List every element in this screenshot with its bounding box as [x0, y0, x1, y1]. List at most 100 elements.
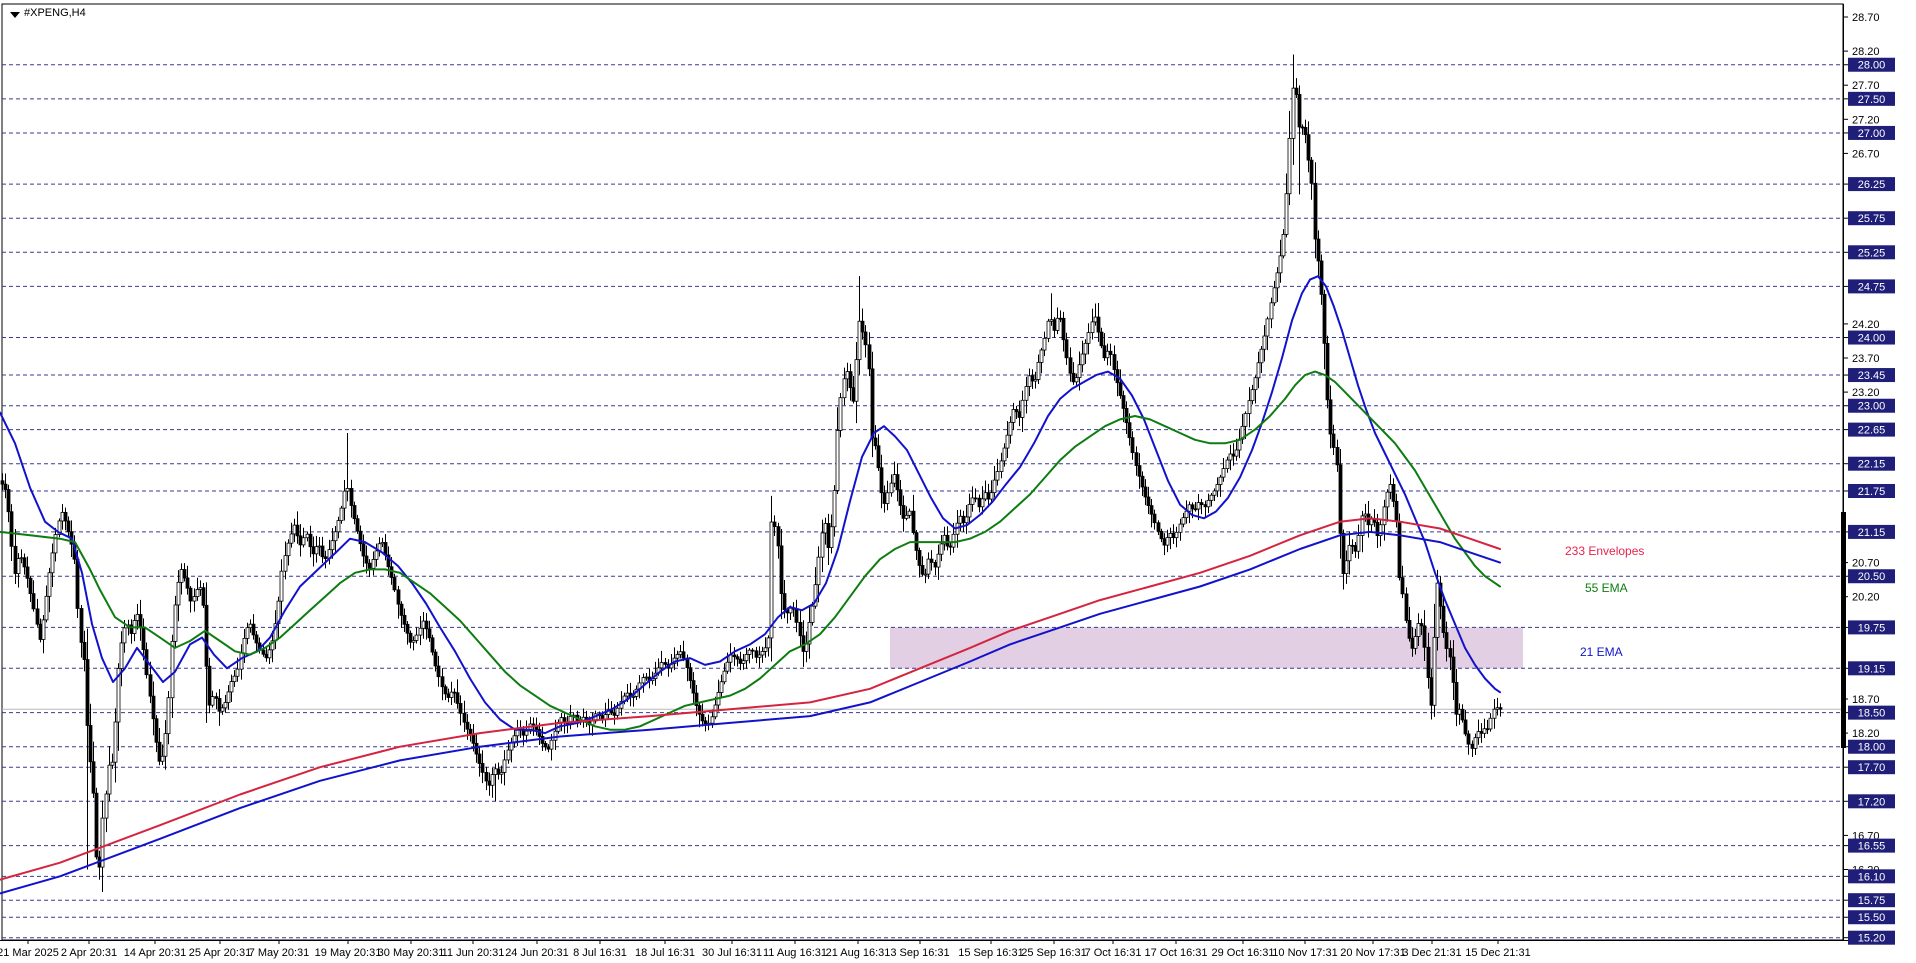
y-axis-level-box[interactable]	[1848, 279, 1895, 294]
x-axis-date-label[interactable]: 21 Aug 16:31	[826, 947, 891, 959]
y-axis-level-label-16.55[interactable]: 16.55	[1858, 841, 1886, 853]
x-axis-date-label[interactable]: 30 May 20:31	[378, 947, 445, 959]
y-axis-level-box[interactable]	[1848, 910, 1895, 925]
y-axis-level-label-27[interactable]: 27.00	[1858, 128, 1886, 140]
price-axis-scroll-marker[interactable]	[1841, 512, 1846, 748]
y-axis-level-box[interactable]	[1848, 456, 1895, 471]
candle-bear	[794, 608, 799, 623]
y-axis-label-26.7[interactable]: 26.70	[1852, 148, 1880, 160]
x-axis-date-label[interactable]: 2 Apr 20:31	[61, 947, 117, 959]
candle-bull	[286, 542, 291, 557]
candle-bear	[91, 761, 96, 794]
x-axis-date-label[interactable]: 20 Nov 17:31	[1340, 947, 1405, 959]
y-axis-level-label-27.5[interactable]: 27.50	[1858, 94, 1886, 106]
y-axis-label-23.7[interactable]: 23.70	[1852, 353, 1880, 365]
y-axis-level-label-26.25[interactable]: 26.25	[1858, 179, 1886, 191]
y-axis-level-box[interactable]	[1848, 398, 1895, 413]
x-axis-date-label[interactable]: 15 Dec 21:31	[1465, 947, 1530, 959]
x-axis-date-label[interactable]: 17 Oct 16:31	[1145, 947, 1208, 959]
y-axis-level-box[interactable]	[1848, 739, 1895, 754]
x-axis-date-label[interactable]: 7 Oct 16:31	[1085, 947, 1142, 959]
x-axis-date-label[interactable]: 3 Dec 21:31	[1402, 947, 1461, 959]
y-axis-label-20.7[interactable]: 20.70	[1852, 558, 1880, 570]
y-axis-level-box[interactable]	[1848, 125, 1895, 140]
y-axis-level-box[interactable]	[1848, 869, 1895, 884]
y-axis-level-box[interactable]	[1848, 524, 1895, 539]
y-axis-level-box[interactable]	[1848, 569, 1895, 584]
y-axis-level-box[interactable]	[1848, 661, 1895, 676]
y-axis-level-box[interactable]	[1848, 211, 1895, 226]
x-axis-date-label[interactable]: 7 May 20:31	[249, 947, 310, 959]
y-axis-level-box[interactable]	[1848, 368, 1895, 383]
y-axis-label-28.7[interactable]: 28.70	[1852, 12, 1880, 24]
y-axis-level-box[interactable]	[1848, 177, 1895, 192]
y-axis-level-label-28[interactable]: 28.00	[1858, 60, 1886, 72]
y-axis-level-box[interactable]	[1848, 794, 1895, 809]
y-axis-level-label-18[interactable]: 18.00	[1858, 742, 1886, 754]
y-axis-label-18.2[interactable]: 18.20	[1852, 728, 1880, 740]
x-axis-date-label[interactable]: 3 Sep 16:31	[890, 947, 949, 959]
x-axis-date-label[interactable]: 11 Aug 16:31	[763, 947, 827, 959]
x-axis-date-label[interactable]: 10 Nov 17:31	[1272, 947, 1337, 959]
y-axis-label-27.2[interactable]: 27.20	[1852, 114, 1880, 126]
y-axis-level-label-20.5[interactable]: 20.50	[1858, 571, 1886, 583]
y-axis-level-label-18.5[interactable]: 18.50	[1858, 708, 1886, 720]
y-axis-level-box[interactable]	[1848, 91, 1895, 106]
x-axis-date-label[interactable]: 25 Sep 16:31	[1021, 947, 1086, 959]
y-axis-level-label-21.75[interactable]: 21.75	[1858, 486, 1886, 498]
y-axis-level-box[interactable]	[1848, 330, 1895, 345]
x-axis-date-label[interactable]: 25 Apr 20:31	[189, 947, 251, 959]
x-axis-date-label[interactable]: 14 Apr 20:31	[124, 947, 186, 959]
x-axis-date-label[interactable]: 30 Jul 16:31	[702, 947, 762, 959]
y-axis-level-label-24[interactable]: 24.00	[1858, 333, 1886, 345]
symbol-dropdown-icon[interactable]	[10, 12, 20, 18]
y-axis-level-box[interactable]	[1848, 930, 1895, 945]
y-axis-level-label-25.25[interactable]: 25.25	[1858, 247, 1886, 259]
y-axis-level-label-24.75[interactable]: 24.75	[1858, 281, 1886, 293]
y-axis-level-box[interactable]	[1848, 705, 1895, 720]
y-axis-level-label-22.15[interactable]: 22.15	[1858, 459, 1886, 471]
y-axis-level-label-15.75[interactable]: 15.75	[1858, 895, 1886, 907]
x-axis-date-label[interactable]: 15 Sep 16:31	[958, 947, 1023, 959]
x-axis-date-label[interactable]: 21 Mar 2025	[0, 947, 59, 959]
y-axis-level-label-15.2[interactable]: 15.20	[1858, 933, 1886, 945]
y-axis-label-24.2[interactable]: 24.20	[1852, 319, 1880, 331]
y-axis-level-label-21.15[interactable]: 21.15	[1858, 527, 1886, 539]
x-axis-date-label[interactable]: 11 Jun 20:31	[442, 947, 505, 959]
y-axis-label-18.7[interactable]: 18.70	[1852, 694, 1880, 706]
x-axis-date-label[interactable]: 8 Jul 16:31	[573, 947, 627, 959]
y-axis-level-box[interactable]	[1848, 620, 1895, 635]
candle-bear	[1061, 317, 1066, 341]
y-axis-label-23.2[interactable]: 23.20	[1852, 387, 1880, 399]
y-axis-level-label-25.75[interactable]: 25.75	[1858, 213, 1886, 225]
candle-bull	[301, 537, 306, 546]
candle-bull	[1262, 335, 1267, 350]
candle-bear	[1064, 339, 1069, 359]
y-axis-level-box[interactable]	[1848, 760, 1895, 775]
y-axis-level-label-17.2[interactable]: 17.20	[1858, 796, 1886, 808]
candle-bear	[1199, 502, 1204, 506]
symbol-label[interactable]: #XPENG,H4	[24, 7, 86, 19]
y-axis-label-27.7[interactable]: 27.70	[1852, 80, 1880, 92]
x-axis-date-label[interactable]: 24 Jun 20:31	[505, 947, 569, 959]
y-axis-label-20.2[interactable]: 20.20	[1852, 592, 1880, 604]
y-axis-level-box[interactable]	[1848, 245, 1895, 260]
y-axis-level-label-19.15[interactable]: 19.15	[1858, 663, 1886, 675]
y-axis-level-label-17.7[interactable]: 17.70	[1858, 762, 1886, 774]
y-axis-level-label-23.45[interactable]: 23.45	[1858, 370, 1886, 382]
y-axis-level-box[interactable]	[1848, 57, 1895, 72]
y-axis-level-label-16.1[interactable]: 16.10	[1858, 871, 1886, 883]
y-axis-level-label-22.65[interactable]: 22.65	[1858, 425, 1886, 437]
y-axis-level-label-19.75[interactable]: 19.75	[1858, 622, 1886, 634]
y-axis-level-label-23[interactable]: 23.00	[1858, 401, 1886, 413]
y-axis-level-box[interactable]	[1848, 893, 1895, 908]
x-axis-date-label[interactable]: 29 Oct 16:31	[1212, 947, 1275, 959]
y-axis-level-box[interactable]	[1848, 422, 1895, 437]
x-axis-date-label[interactable]: 19 May 20:31	[315, 947, 382, 959]
y-axis-level-label-15.5[interactable]: 15.50	[1858, 912, 1886, 924]
y-axis-level-box[interactable]	[1848, 483, 1895, 498]
y-axis-level-box[interactable]	[1848, 838, 1895, 853]
y-axis-label-28.2[interactable]: 28.20	[1852, 46, 1880, 58]
x-axis-date-label[interactable]: 18 Jul 16:31	[635, 947, 695, 959]
